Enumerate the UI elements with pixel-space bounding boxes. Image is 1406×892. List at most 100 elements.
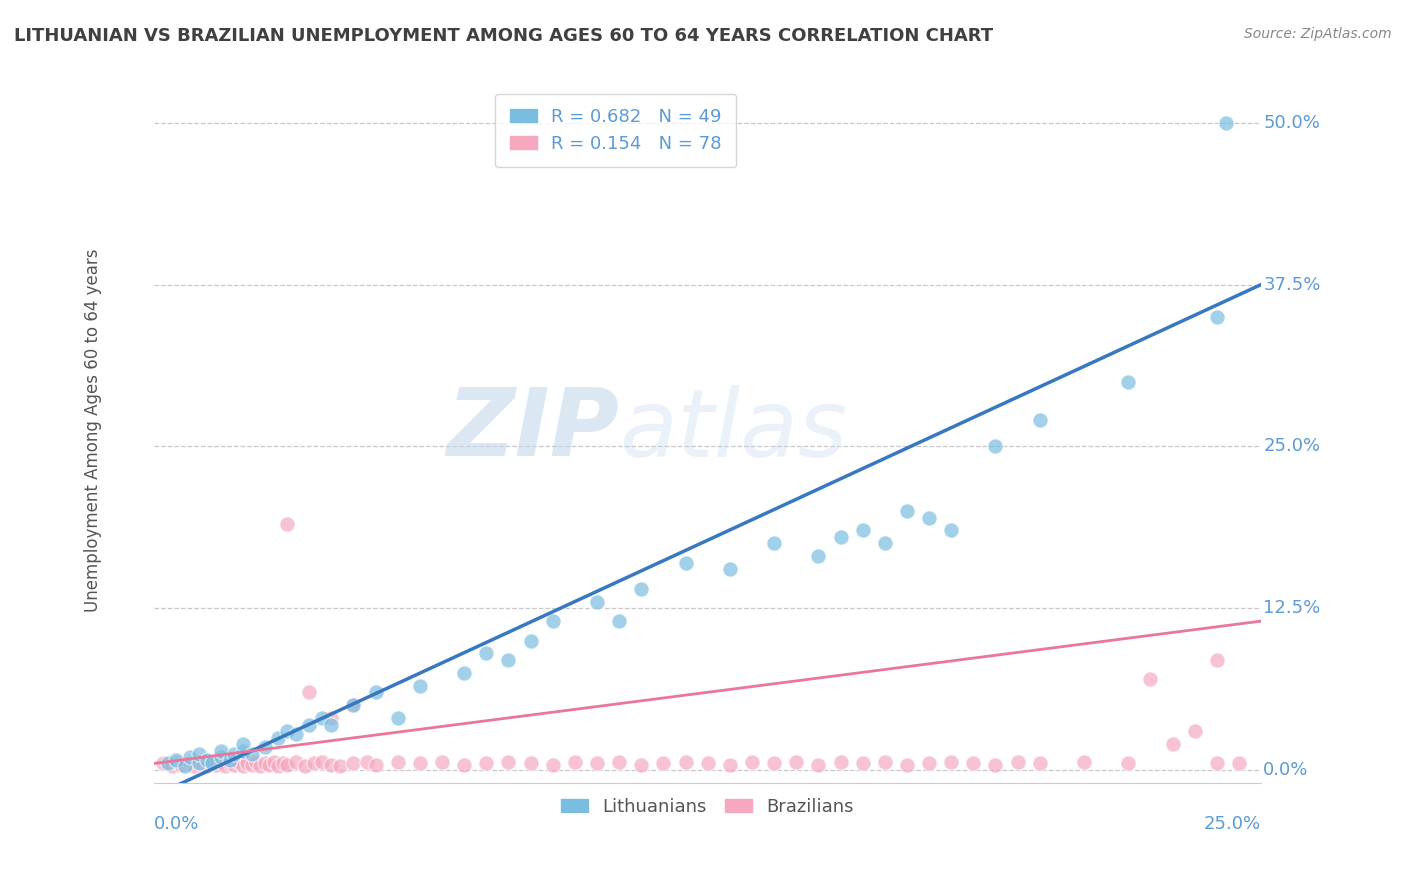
Point <box>387 755 409 769</box>
Text: 50.0%: 50.0% <box>1264 114 1320 132</box>
Point <box>541 614 564 628</box>
Point <box>607 755 630 769</box>
Point <box>152 756 174 771</box>
Point <box>409 756 432 771</box>
Point <box>253 739 276 754</box>
Point <box>209 743 232 757</box>
Point <box>276 516 298 531</box>
Text: ZIP: ZIP <box>446 384 619 476</box>
Point <box>232 737 254 751</box>
Point <box>156 756 179 771</box>
Point <box>541 757 564 772</box>
Point <box>201 756 224 771</box>
Point <box>675 755 697 769</box>
Point <box>187 747 209 762</box>
Point <box>298 685 321 699</box>
Point <box>607 614 630 628</box>
Text: 0.0%: 0.0% <box>1264 761 1309 779</box>
Point <box>430 755 453 769</box>
Point <box>209 750 232 764</box>
Point <box>187 755 209 769</box>
Point <box>187 756 209 771</box>
Point <box>276 724 298 739</box>
Point <box>179 756 201 771</box>
Point <box>209 755 232 769</box>
Point <box>364 757 387 772</box>
Point <box>873 536 896 550</box>
Text: 12.5%: 12.5% <box>1264 599 1320 617</box>
Point <box>174 759 197 773</box>
Point <box>896 504 918 518</box>
Point <box>321 717 343 731</box>
Point <box>696 756 718 771</box>
Point <box>984 439 1007 453</box>
Text: 25.0%: 25.0% <box>1264 437 1320 455</box>
Point <box>1073 755 1095 769</box>
Point <box>364 685 387 699</box>
Point <box>1029 413 1052 427</box>
Point <box>240 757 263 772</box>
Point <box>240 747 263 762</box>
Point <box>741 755 763 769</box>
Point <box>298 717 321 731</box>
Point <box>873 755 896 769</box>
Point <box>311 755 333 769</box>
Point <box>195 753 218 767</box>
Point <box>807 549 830 564</box>
Point <box>165 755 187 769</box>
Point <box>941 524 963 538</box>
Point <box>1139 673 1161 687</box>
Point <box>263 755 285 769</box>
Text: 25.0%: 25.0% <box>1204 815 1261 833</box>
Point <box>564 755 586 769</box>
Text: 0.0%: 0.0% <box>155 815 200 833</box>
Point <box>1029 756 1052 771</box>
Point <box>267 731 290 745</box>
Point <box>165 753 187 767</box>
Point <box>179 750 201 764</box>
Text: 37.5%: 37.5% <box>1264 276 1320 293</box>
Point <box>718 757 741 772</box>
Point <box>475 647 498 661</box>
Point <box>302 756 325 771</box>
Point <box>586 595 609 609</box>
Point <box>232 743 254 757</box>
Point <box>409 679 432 693</box>
Text: LITHUANIAN VS BRAZILIAN UNEMPLOYMENT AMONG AGES 60 TO 64 YEARS CORRELATION CHART: LITHUANIAN VS BRAZILIAN UNEMPLOYMENT AMO… <box>14 27 993 45</box>
Point <box>807 757 830 772</box>
Point <box>1205 756 1227 771</box>
Point <box>1205 310 1227 324</box>
Point <box>236 756 259 771</box>
Point <box>718 562 741 576</box>
Point <box>1118 375 1140 389</box>
Point <box>342 756 364 771</box>
Point <box>1205 653 1227 667</box>
Point <box>896 757 918 772</box>
Point <box>675 556 697 570</box>
Point <box>294 759 316 773</box>
Point <box>498 755 520 769</box>
Point <box>170 757 193 772</box>
Point <box>183 759 205 773</box>
Point <box>1215 116 1237 130</box>
Point <box>941 755 963 769</box>
Point <box>830 530 852 544</box>
Point <box>1118 756 1140 771</box>
Point <box>519 633 541 648</box>
Text: Source: ZipAtlas.com: Source: ZipAtlas.com <box>1244 27 1392 41</box>
Point <box>195 759 218 773</box>
Point <box>342 698 364 713</box>
Point <box>232 759 254 773</box>
Text: atlas: atlas <box>619 384 848 475</box>
Point <box>852 524 875 538</box>
Point <box>652 756 675 771</box>
Point <box>191 757 214 772</box>
Point <box>259 757 281 772</box>
Point <box>962 756 984 771</box>
Point <box>342 698 364 713</box>
Point <box>387 711 409 725</box>
Point <box>205 757 228 772</box>
Point <box>475 756 498 771</box>
Point <box>763 756 786 771</box>
Point <box>284 755 307 769</box>
